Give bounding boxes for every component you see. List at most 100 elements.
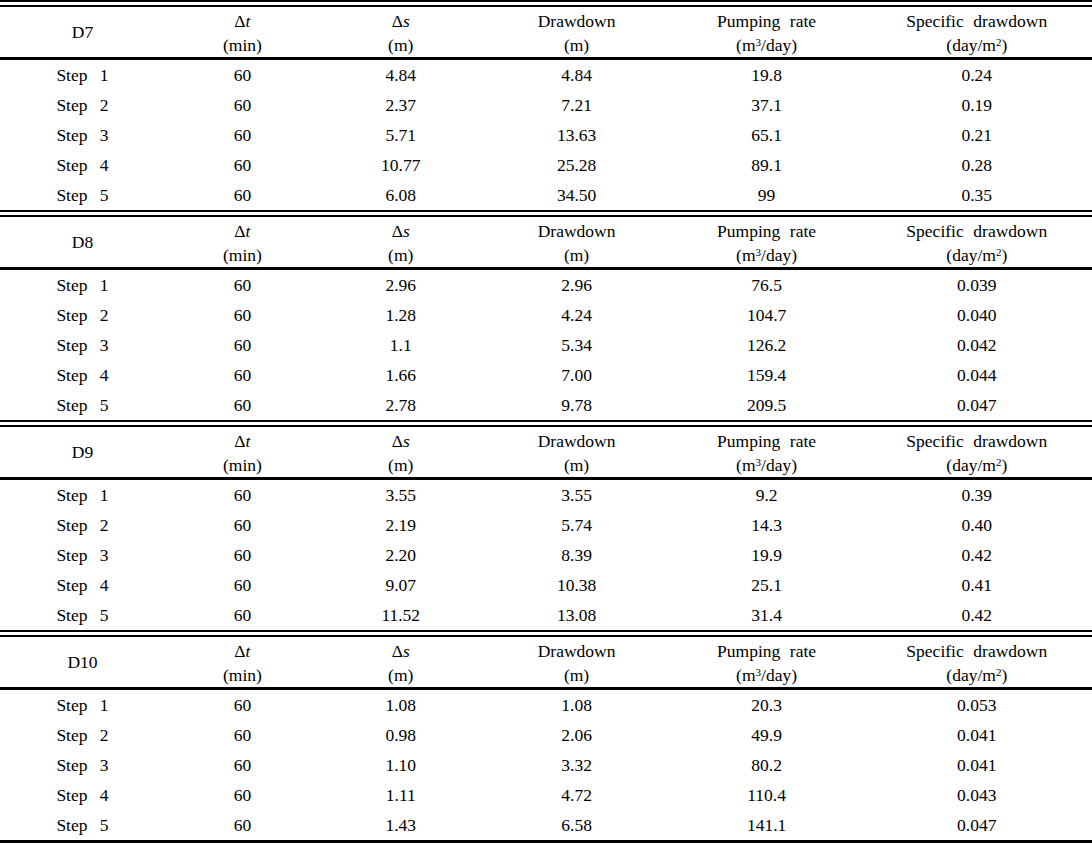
cell-pumping-rate: 19.9: [672, 540, 862, 570]
cell-delta-t: 60: [165, 540, 320, 570]
table-row: Step 5606.0834.50990.35: [0, 180, 1092, 210]
cell-step: Step 2: [0, 300, 165, 330]
unit-text: /day): [761, 245, 797, 265]
cell-specific-drawdown: 0.042: [862, 330, 1092, 360]
column-header-delta-t: Δt(min): [165, 637, 320, 689]
cell-step: Step 3: [0, 330, 165, 360]
column-header-label: Drawdown: [538, 431, 616, 451]
column-header-title: Δt: [165, 218, 320, 244]
cell-delta-s: 9.07: [320, 570, 482, 600]
math-variable: s: [403, 431, 410, 451]
cell-delta-t: 60: [165, 780, 320, 810]
column-header-unit: (day/m2): [862, 244, 1092, 266]
cell-drawdown: 7.21: [482, 90, 672, 120]
delta-symbol: Δ: [234, 431, 245, 451]
column-header-title: Δs: [320, 638, 482, 664]
cell-pumping-rate: 20.3: [672, 689, 862, 721]
table-row: Step 2602.377.2137.10.19: [0, 90, 1092, 120]
column-header-title: Drawdown: [482, 8, 672, 34]
unit-text: (m: [736, 455, 755, 475]
column-header-title: Δs: [320, 428, 482, 454]
cell-delta-t: 60: [165, 390, 320, 420]
column-header-drawdown: Drawdown (m): [482, 427, 672, 479]
cell-delta-s: 6.08: [320, 180, 482, 210]
section-header-row: D7Δt(min)Δs(m)Drawdown(m)Pumping rate(m3…: [0, 7, 1092, 59]
cell-specific-drawdown: 0.043: [862, 780, 1092, 810]
table-row: Step 5601.436.58141.10.047: [0, 810, 1092, 840]
well-section-table-d10: D10Δt(min)Δs(m)Drawdown(m)Pumping rate(m…: [0, 637, 1092, 840]
cell-pumping-rate: 126.2: [672, 330, 862, 360]
cell-delta-t: 60: [165, 689, 320, 721]
cell-delta-t: 60: [165, 90, 320, 120]
cell-step: Step 3: [0, 750, 165, 780]
cell-specific-drawdown: 0.42: [862, 600, 1092, 630]
column-header-pumping-rate: Pumping rate(m3/day): [672, 427, 862, 479]
column-header-label: Pumping rate: [717, 641, 816, 661]
unit-text: (m): [564, 245, 589, 265]
unit-superscript: 2: [996, 666, 1002, 678]
unit-text: (m): [388, 665, 413, 685]
cell-specific-drawdown: 0.044: [862, 360, 1092, 390]
cell-pumping-rate: 76.5: [672, 269, 862, 301]
column-header-pumping-rate: Pumping rate(m3/day): [672, 7, 862, 59]
table-row: Step 3601.15.34126.20.042: [0, 330, 1092, 360]
cell-drawdown: 4.24: [482, 300, 672, 330]
column-header-unit: (m): [482, 454, 672, 476]
column-header-pumping-rate: Pumping rate(m3/day): [672, 637, 862, 689]
cell-delta-t: 60: [165, 720, 320, 750]
cell-drawdown: 13.63: [482, 120, 672, 150]
cell-drawdown: 8.39: [482, 540, 672, 570]
column-header-label: Specific drawdown: [906, 431, 1047, 451]
column-header-title: Specific drawdown: [862, 428, 1092, 454]
section-body: Step 1601.081.0820.30.053Step 2600.982.0…: [0, 689, 1092, 841]
cell-delta-s: 1.11: [320, 780, 482, 810]
column-header-title: Specific drawdown: [862, 8, 1092, 34]
table-row: Step 1602.962.9676.50.039: [0, 269, 1092, 301]
column-header-drawdown: Drawdown(m): [482, 217, 672, 269]
cell-drawdown: 7.00: [482, 360, 672, 390]
column-header-delta-t: Δt(min): [165, 427, 320, 479]
cell-delta-t: 60: [165, 360, 320, 390]
column-header-title: Drawdown: [482, 638, 672, 664]
cell-specific-drawdown: 0.24: [862, 59, 1092, 91]
unit-text: ): [1001, 665, 1007, 685]
cell-specific-drawdown: 0.35: [862, 180, 1092, 210]
unit-text: (m): [388, 35, 413, 55]
cell-delta-t: 60: [165, 59, 320, 91]
cell-pumping-rate: 104.7: [672, 300, 862, 330]
cell-drawdown: 13.08: [482, 600, 672, 630]
section-top-rule: [0, 210, 1092, 217]
cell-pumping-rate: 31.4: [672, 600, 862, 630]
math-variable: t: [246, 221, 251, 241]
column-header-specific-drawdown: Specific drawdown(day/m2): [862, 637, 1092, 689]
cell-drawdown: 5.34: [482, 330, 672, 360]
cell-specific-drawdown: 0.040: [862, 300, 1092, 330]
section-body: Step 1604.844.8419.80.24Step 2602.377.21…: [0, 59, 1092, 211]
column-header-unit: (day/m2): [862, 664, 1092, 686]
step-drawdown-table: D7Δt(min)Δs(m)Drawdown(m)Pumping rate(m3…: [0, 0, 1092, 843]
column-header-unit: (day/m2): [862, 34, 1092, 56]
cell-delta-t: 60: [165, 269, 320, 301]
section-body: Step 1602.962.9676.50.039Step 2601.284.2…: [0, 269, 1092, 421]
column-header-title: Pumping rate: [672, 638, 862, 664]
unit-superscript: 2: [996, 36, 1002, 48]
cell-pumping-rate: 110.4: [672, 780, 862, 810]
cell-specific-drawdown: 0.047: [862, 810, 1092, 840]
section-body: Step 1603.553.559.20.39Step 2602.195.741…: [0, 479, 1092, 631]
column-header-unit: (min): [165, 34, 320, 56]
cell-pumping-rate: 65.1: [672, 120, 862, 150]
column-header-specific-drawdown: Specific drawdown(day/m2): [862, 217, 1092, 269]
cell-drawdown: 1.08: [482, 689, 672, 721]
cell-delta-t: 60: [165, 330, 320, 360]
table-row: Step 5602.789.78209.50.047: [0, 390, 1092, 420]
column-header-unit: (m): [482, 664, 672, 686]
column-header-title: Δs: [320, 8, 482, 34]
column-header-unit: (m): [320, 454, 482, 476]
cell-delta-s: 1.1: [320, 330, 482, 360]
cell-delta-s: 2.78: [320, 390, 482, 420]
table-row: Step 2600.982.0649.90.041: [0, 720, 1092, 750]
column-header-label: Pumping rate: [717, 431, 816, 451]
unit-text: /day): [761, 665, 797, 685]
cell-delta-s: 1.28: [320, 300, 482, 330]
cell-step: Step 2: [0, 720, 165, 750]
